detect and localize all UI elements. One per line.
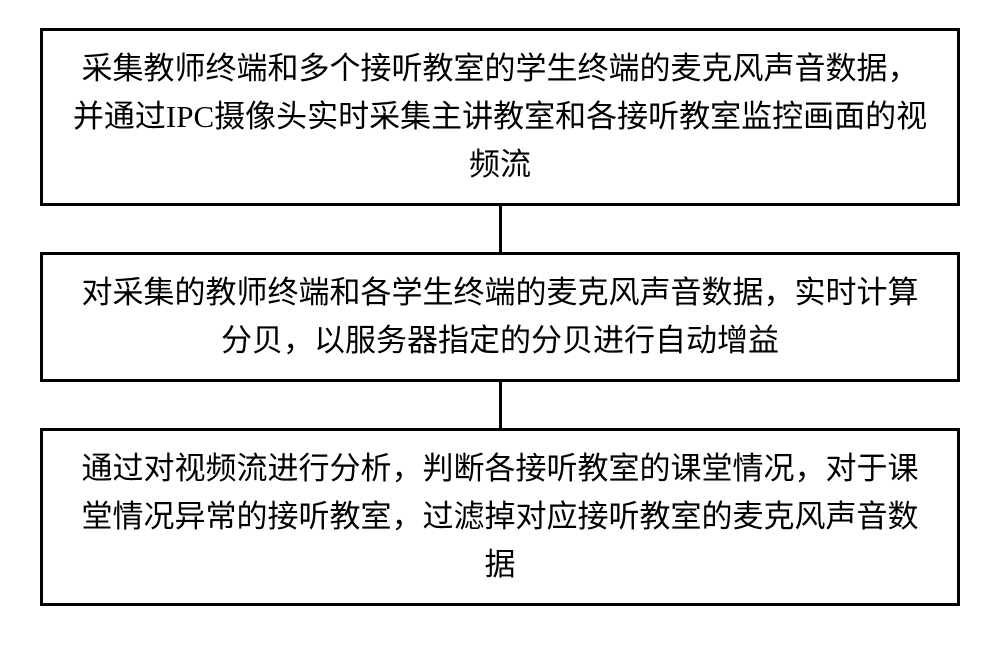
- flow-step-3: 通过对视频流进行分析，判断各接听教室的课堂情况，对于课堂情况异常的接听教室，过滤…: [40, 428, 960, 606]
- flow-connector-2: [499, 382, 502, 428]
- flow-step-1: 采集教师终端和多个接听教室的学生终端的麦克风声音数据，并通过IPC摄像头实时采集…: [40, 28, 960, 206]
- flow-connector-1: [499, 206, 502, 252]
- flow-step-2-text: 对采集的教师终端和各学生终端的麦克风声音数据，实时计算分贝，以服务器指定的分贝进…: [82, 275, 919, 358]
- flow-step-2: 对采集的教师终端和各学生终端的麦克风声音数据，实时计算分贝，以服务器指定的分贝进…: [40, 252, 960, 382]
- flow-step-3-text: 通过对视频流进行分析，判断各接听教室的课堂情况，对于课堂情况异常的接听教室，过滤…: [82, 451, 919, 582]
- flow-step-1-text: 采集教师终端和多个接听教室的学生终端的麦克风声音数据，并通过IPC摄像头实时采集…: [73, 51, 927, 182]
